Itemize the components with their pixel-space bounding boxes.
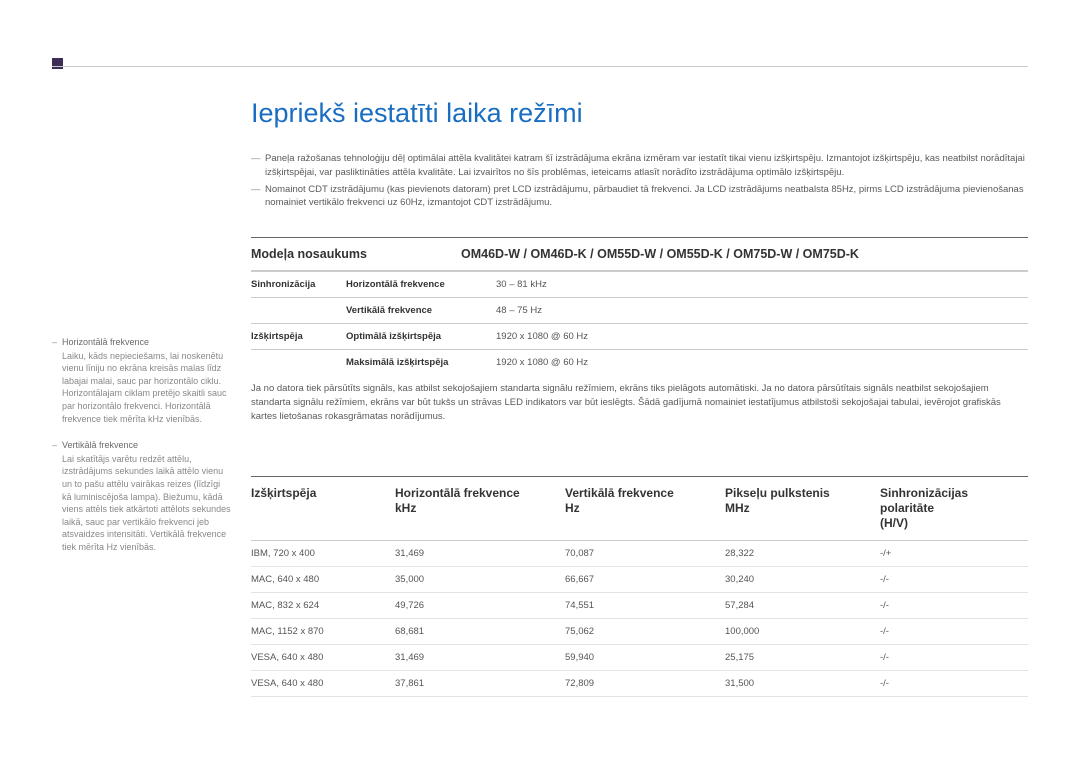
cell: 100,000: [725, 626, 880, 637]
cell: -/+: [880, 548, 1028, 559]
cell: 28,322: [725, 548, 880, 559]
intro-bullets: ― Paneļa ražošanas tehnoloģiju dēļ optim…: [251, 152, 1028, 213]
cell: 30,240: [725, 574, 880, 585]
cell: MAC, 640 x 480: [251, 574, 395, 585]
cell: 70,087: [565, 548, 725, 559]
cell: 72,809: [565, 678, 725, 689]
top-horizontal-rule: [52, 66, 1028, 67]
table-row: VESA, 640 x 480 37,861 72,809 31,500 -/-: [251, 671, 1028, 697]
cell: 31,500: [725, 678, 880, 689]
table-row: MAC, 1152 x 870 68,681 75,062 100,000 -/…: [251, 619, 1028, 645]
spec-key: Horizontālā frekvence: [346, 272, 496, 297]
cell: -/-: [880, 574, 1028, 585]
col-pixel-clock: Pikseļu pulkstenisMHz: [725, 486, 880, 531]
cell: -/-: [880, 678, 1028, 689]
cell: 74,551: [565, 600, 725, 611]
bullet-text: Nomainot CDT izstrādājumu (kas pievienot…: [265, 183, 1028, 211]
spec-key: Vertikālā frekvence: [346, 298, 496, 323]
spec-row: Izšķirtspēja Optimālā izšķirtspēja 1920 …: [251, 323, 1028, 349]
spec-group: Izšķirtspēja: [251, 324, 346, 349]
col-resolution: Izšķirtspēja: [251, 486, 395, 531]
page-title: Iepriekš iestatīti laika režīmi: [251, 98, 583, 129]
sidebar-body: Laiku, kāds nepieciešams, lai noskenētu …: [62, 350, 232, 426]
cell: -/-: [880, 626, 1028, 637]
cell: 49,726: [395, 600, 565, 611]
spec-val: 1920 x 1080 @ 60 Hz: [496, 350, 1028, 375]
col-hfreq: Horizontālā frekvencekHz: [395, 486, 565, 531]
cell: MAC, 832 x 624: [251, 600, 395, 611]
spec-key: Maksimālā izšķirtspēja: [346, 350, 496, 375]
cell: IBM, 720 x 400: [251, 548, 395, 559]
cell: VESA, 640 x 480: [251, 678, 395, 689]
cell: 37,861: [395, 678, 565, 689]
header-accent-block: [52, 58, 63, 69]
timing-table: Izšķirtspēja Horizontālā frekvencekHz Ve…: [251, 476, 1028, 697]
table-row: MAC, 832 x 624 49,726 74,551 57,284 -/-: [251, 593, 1028, 619]
sidebar-title: Vertikālā frekvence: [62, 439, 232, 452]
table-row: VESA, 640 x 480 31,469 59,940 25,175 -/-: [251, 645, 1028, 671]
cell: 75,062: [565, 626, 725, 637]
spec-note: Ja no datora tiek pārsūtīts signāls, kas…: [251, 375, 1028, 443]
spec-group: Sinhronizācija: [251, 272, 346, 297]
cell: -/-: [880, 600, 1028, 611]
dash-icon: ―: [251, 152, 265, 180]
dash-icon: –: [52, 439, 62, 553]
sidebar-body: Lai skatītājs varētu redzēt attēlu, izst…: [62, 453, 232, 554]
spec-header-label: Modeļa nosaukums: [251, 247, 461, 261]
spec-group: [251, 350, 346, 375]
sidebar-item: – Vertikālā frekvence Lai skatītājs varē…: [52, 439, 232, 553]
cell: 35,000: [395, 574, 565, 585]
cell: 66,667: [565, 574, 725, 585]
cell: 57,284: [725, 600, 880, 611]
cell: VESA, 640 x 480: [251, 652, 395, 663]
spec-val: 48 – 75 Hz: [496, 298, 1028, 323]
table-header-row: Izšķirtspēja Horizontālā frekvencekHz Ve…: [251, 476, 1028, 541]
spec-row: Maksimālā izšķirtspēja 1920 x 1080 @ 60 …: [251, 349, 1028, 375]
spec-val: 30 – 81 kHz: [496, 272, 1028, 297]
sidebar-notes: – Horizontālā frekvence Laiku, kāds nepi…: [52, 336, 232, 568]
cell: -/-: [880, 652, 1028, 663]
spec-table: Modeļa nosaukums OM46D-W / OM46D-K / OM5…: [251, 237, 1028, 443]
sidebar-item: – Horizontālā frekvence Laiku, kāds nepi…: [52, 336, 232, 425]
bullet-text: Paneļa ražošanas tehnoloģiju dēļ optimāl…: [265, 152, 1028, 180]
col-vfreq: Vertikālā frekvenceHz: [565, 486, 725, 531]
dash-icon: –: [52, 336, 62, 425]
cell: 68,681: [395, 626, 565, 637]
col-polarity: Sinhronizācijaspolaritāte(H/V): [880, 486, 1028, 531]
spec-row: Vertikālā frekvence 48 – 75 Hz: [251, 297, 1028, 323]
dash-icon: ―: [251, 183, 265, 211]
table-row: MAC, 640 x 480 35,000 66,667 30,240 -/-: [251, 567, 1028, 593]
bullet-item: ― Paneļa ražošanas tehnoloģiju dēļ optim…: [251, 152, 1028, 180]
cell: 31,469: [395, 652, 565, 663]
cell: 31,469: [395, 548, 565, 559]
sidebar-title: Horizontālā frekvence: [62, 336, 232, 349]
spec-header-row: Modeļa nosaukums OM46D-W / OM46D-K / OM5…: [251, 237, 1028, 271]
spec-row: Sinhronizācija Horizontālā frekvence 30 …: [251, 271, 1028, 297]
cell: 25,175: [725, 652, 880, 663]
cell: 59,940: [565, 652, 725, 663]
bullet-item: ― Nomainot CDT izstrādājumu (kas pievien…: [251, 183, 1028, 211]
cell: MAC, 1152 x 870: [251, 626, 395, 637]
spec-val: 1920 x 1080 @ 60 Hz: [496, 324, 1028, 349]
spec-group: [251, 298, 346, 323]
spec-key: Optimālā izšķirtspēja: [346, 324, 496, 349]
table-row: IBM, 720 x 400 31,469 70,087 28,322 -/+: [251, 541, 1028, 567]
th-line: Horizontālā frekvence: [395, 486, 520, 500]
spec-header-value: OM46D-W / OM46D-K / OM55D-W / OM55D-K / …: [461, 247, 1028, 261]
